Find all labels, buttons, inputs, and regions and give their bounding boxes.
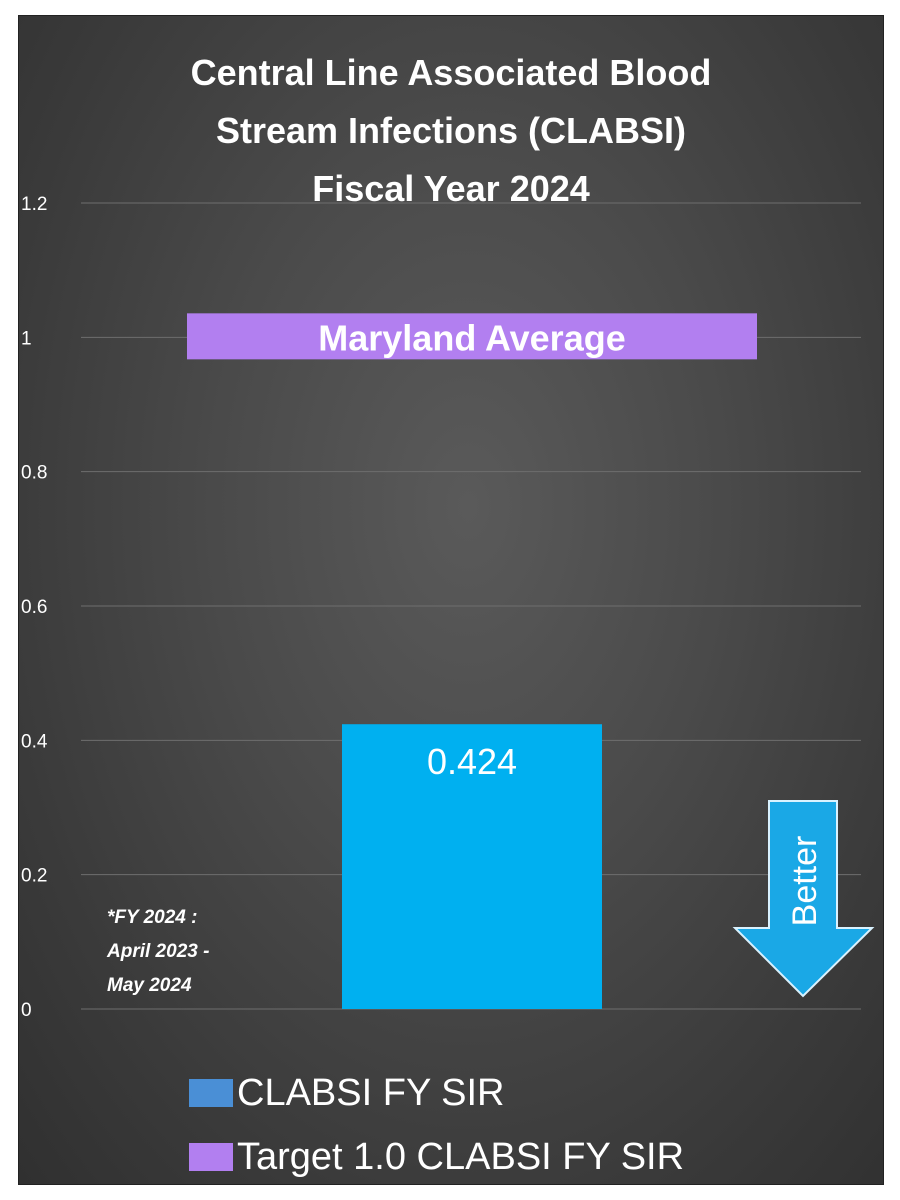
down-arrow-icon <box>732 800 875 998</box>
y-tick-label: 1.2 <box>21 194 47 215</box>
y-tick-label: 0 <box>21 1000 32 1021</box>
y-tick-label: 0.4 <box>21 731 48 752</box>
y-tick-label: 0.2 <box>21 866 47 887</box>
legend-item-target: Target 1.0 CLABSI FY SIR <box>189 1125 685 1184</box>
footnote-line-1: *FY 2024 : <box>107 907 198 928</box>
legend-swatch-clabsi <box>189 1079 233 1107</box>
footnote: *FY 2024 : April 2023 - May 2024 <box>107 901 277 1003</box>
legend-swatch-target <box>189 1143 233 1171</box>
y-tick-label: 0.8 <box>21 463 47 484</box>
legend-item-clabsi: CLABSI FY SIR <box>189 1061 684 1125</box>
bar-data-label: 0.424 <box>427 741 517 782</box>
plot-area: 0 0.2 0.4 0.6 0.8 1 1.2 0.424 Maryland Average Be… <box>21 194 875 1021</box>
bar-clabsi-sir <box>342 724 602 1009</box>
footnote-line-2: April 2023 - <box>107 941 210 962</box>
chart-frame: Central Line Associated Blood Stream Inf… <box>18 15 884 1185</box>
better-label: Better <box>786 836 824 927</box>
target-label: Maryland Average <box>318 317 625 358</box>
footnote-line-3: May 2024 <box>107 975 192 996</box>
legend: CLABSI FY SIR Target 1.0 CLABSI FY SIR <box>189 1061 685 1184</box>
chart-title-line-3: Fiscal Year 2024 <box>312 168 590 209</box>
y-tick-label: 0.6 <box>21 597 47 618</box>
chart-title: Central Line Associated Blood Stream Inf… <box>19 44 883 218</box>
chart-title-line-1: Central Line Associated Blood <box>190 52 712 93</box>
legend-label-clabsi: CLABSI FY SIR <box>237 1071 505 1114</box>
target-band <box>187 313 757 360</box>
chart-title-line-2: Stream Infections (CLABSI) <box>215 110 687 151</box>
better-arrow: Better <box>732 800 875 998</box>
legend-label-target: Target 1.0 CLABSI FY SIR <box>237 1135 685 1178</box>
y-tick-label: 1 <box>21 328 32 349</box>
